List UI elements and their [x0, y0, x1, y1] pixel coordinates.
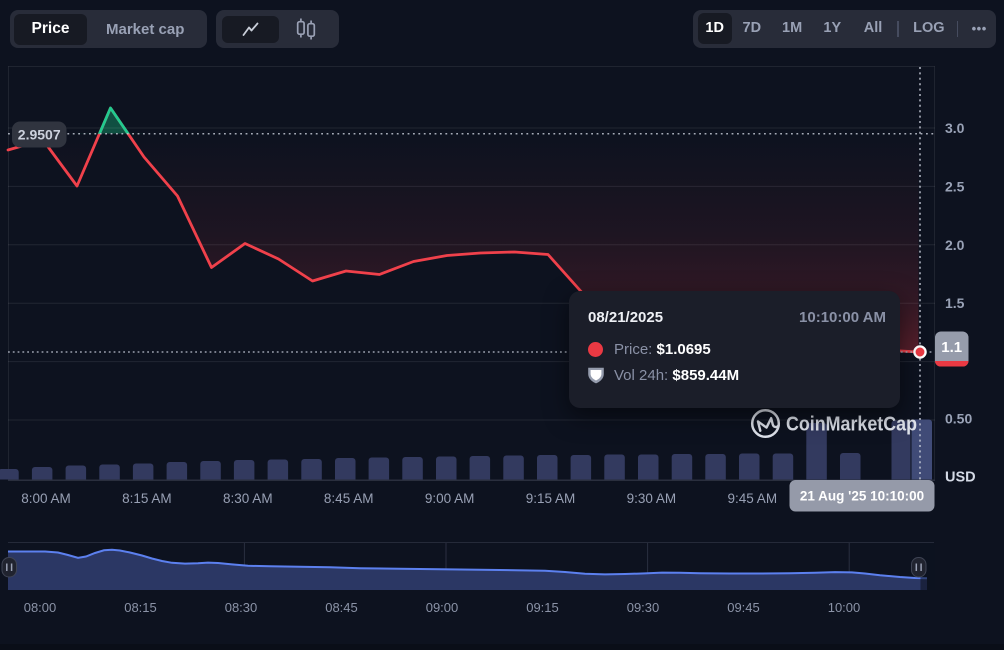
svg-text:8:15 AM: 8:15 AM — [122, 491, 172, 506]
svg-text:9:30 AM: 9:30 AM — [627, 491, 677, 506]
svg-text:09:00: 09:00 — [426, 600, 459, 615]
svg-text:10:00: 10:00 — [828, 600, 861, 615]
svg-text:8:45 AM: 8:45 AM — [324, 491, 374, 506]
svg-text:08:00: 08:00 — [24, 600, 57, 615]
svg-text:2.9507: 2.9507 — [18, 127, 61, 143]
svg-text:08:45: 08:45 — [325, 600, 358, 615]
svg-text:2.0: 2.0 — [945, 237, 965, 253]
svg-text:CoinMarketCap: CoinMarketCap — [786, 414, 917, 436]
svg-text:09:30: 09:30 — [627, 600, 660, 615]
svg-text:9:00 AM: 9:00 AM — [425, 491, 475, 506]
svg-text:21 Aug '25 10:10:00: 21 Aug '25 10:10:00 — [800, 489, 924, 504]
svg-text:8:30 AM: 8:30 AM — [223, 491, 273, 506]
svg-text:09:45: 09:45 — [727, 600, 760, 615]
svg-text:9:45 AM: 9:45 AM — [728, 491, 778, 506]
svg-text:1.1: 1.1 — [941, 339, 962, 356]
svg-text:2.5: 2.5 — [945, 178, 965, 194]
svg-text:9:15 AM: 9:15 AM — [526, 491, 576, 506]
svg-text:0.50: 0.50 — [945, 411, 972, 427]
svg-text:8:00 AM: 8:00 AM — [21, 491, 71, 506]
svg-text:08:15: 08:15 — [124, 600, 157, 615]
svg-text:09:15: 09:15 — [526, 600, 559, 615]
svg-text:3.0: 3.0 — [945, 120, 965, 136]
svg-text:USD: USD — [945, 470, 976, 486]
svg-text:08:30: 08:30 — [225, 600, 258, 615]
svg-text:1.5: 1.5 — [945, 295, 965, 311]
